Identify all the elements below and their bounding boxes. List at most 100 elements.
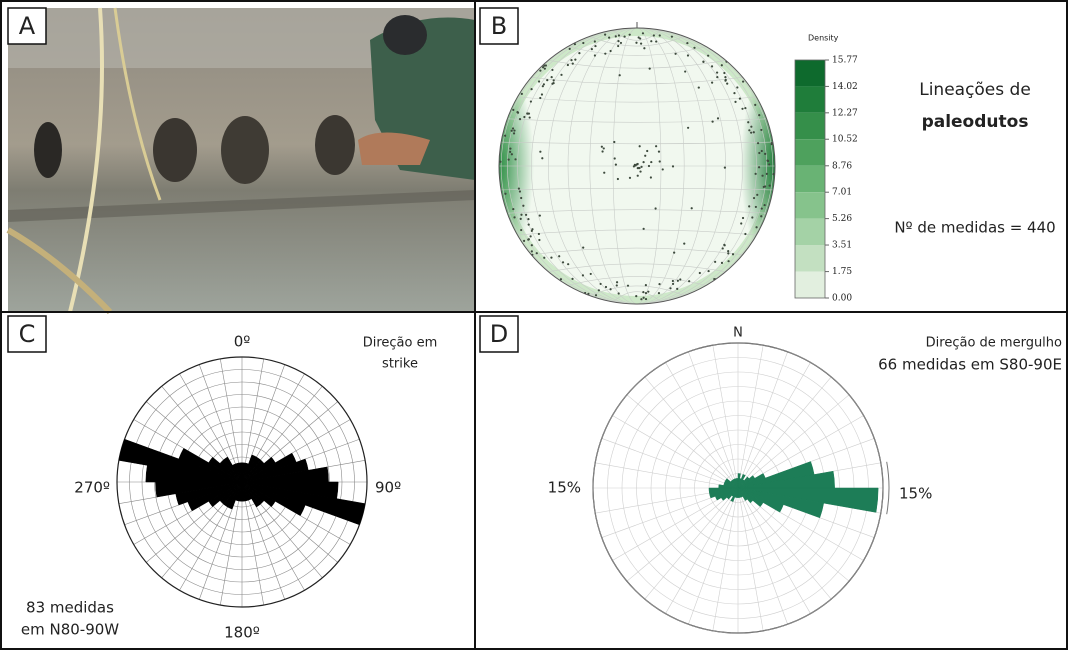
net-point [673,252,675,254]
net-point [742,80,744,82]
net-point [558,255,560,257]
net-point [739,98,741,100]
net-point [721,64,723,66]
net-point [741,108,743,110]
net-point [551,76,553,78]
net-point [609,50,611,52]
net-point [513,216,515,218]
net-point [726,83,728,85]
net-point [616,281,618,283]
net-point [736,86,738,88]
net-point [616,284,618,286]
net-point [509,148,511,150]
net-point [756,194,758,196]
net-point [629,34,631,36]
net-point [755,173,757,175]
net-point [758,166,760,168]
net-point [603,147,605,149]
net-point [711,82,713,84]
net-point [528,224,530,226]
net-point [642,32,644,34]
net-point [518,188,520,190]
rose-scale-label: 15% [548,479,581,497]
net-point [530,235,532,237]
note: strike [382,357,418,372]
net-point [662,168,664,170]
net-point [677,280,679,282]
net-point [688,280,690,282]
net-point [582,274,584,276]
net-point [643,297,645,299]
net-point [511,130,513,132]
net-point [734,101,736,103]
colorbar-tick-label: 8.76 [832,161,852,171]
colorbar-tick-label: 7.01 [832,188,852,198]
net-point [615,164,617,166]
net-point [609,288,611,290]
net-point [751,216,753,218]
net-point [640,43,642,45]
net-point [707,55,709,57]
net-point [560,74,562,76]
colorbar: 15.7714.0212.2710.528.767.015.263.511.75… [795,56,858,304]
net-point [598,289,600,291]
north-label: 0º [234,333,251,351]
colorbar-band [795,192,825,218]
net-point [716,76,718,78]
net-point [530,100,532,102]
net-point [613,141,615,143]
net-point [647,291,649,293]
net-point [544,68,546,70]
colorbar-band [795,86,825,112]
net-point [504,193,506,195]
south-label: 180º [224,624,260,642]
net-point [684,70,686,72]
net-point [523,116,525,118]
net-point [764,204,766,206]
net-point [742,217,744,219]
net-point [754,104,756,106]
net-point [698,86,700,88]
net-point [649,68,651,70]
net-point [748,129,750,131]
count-note: 83 medidas [26,599,114,617]
panel-letter: A [19,12,36,40]
colorbar-tick-label: 10.52 [832,135,858,145]
net-point [617,40,619,42]
net-point [687,54,689,56]
net-point [553,79,555,81]
colorbar-label: Density [808,34,839,43]
net-point [724,244,726,246]
net-point [658,292,660,294]
colorbar-tick-label: 0.00 [832,294,852,304]
net-point [551,83,553,85]
net-point [522,205,524,207]
net-point [761,150,763,152]
stereonet-title: paleodutos [922,112,1029,132]
net-point [650,176,652,178]
net-point [640,298,642,300]
net-point [514,158,516,160]
net-point [724,167,726,169]
net-point [740,222,742,224]
net-point [750,126,752,128]
net-point [541,157,543,159]
north-label: N [733,326,743,341]
net-point [648,165,650,167]
net-point [543,257,545,259]
colorbar-band [795,166,825,192]
net-point [523,240,525,242]
net-point [714,261,716,263]
net-point [755,226,757,228]
net-point [639,145,641,147]
net-point [531,230,533,232]
net-point [528,113,530,115]
net-point [724,76,726,78]
net-point [591,48,593,50]
net-point [645,284,647,286]
net-point [669,287,671,289]
note: Direção em [363,336,438,351]
net-point [643,47,645,49]
colorbar-band [795,272,825,298]
net-point [712,121,714,123]
